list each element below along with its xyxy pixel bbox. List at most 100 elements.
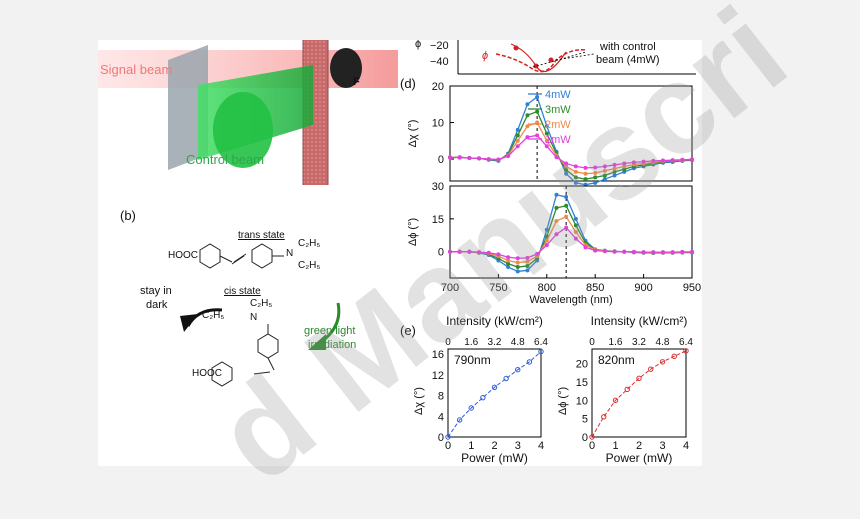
legend-label: 3mW [545, 104, 571, 116]
data-point [515, 269, 520, 274]
data-point [671, 353, 677, 360]
data-point [670, 250, 675, 255]
data-point [515, 133, 520, 138]
signal-beam-label: Signal beam [100, 62, 173, 77]
panel-d-label: (d) [400, 76, 416, 91]
series-line [450, 121, 693, 175]
data-point [535, 109, 540, 114]
top-tick-label: 3.2 [488, 337, 502, 348]
data-point [506, 265, 511, 270]
data-point [480, 394, 486, 401]
data-point [573, 180, 578, 185]
x-tick-label: 900 [634, 282, 652, 294]
data-point [564, 214, 569, 219]
data-point [554, 205, 559, 210]
data-point [690, 249, 694, 254]
data-point [486, 250, 491, 255]
data-point [602, 164, 607, 169]
stay-label-2: dark [146, 299, 168, 311]
phi-curve-label: ϕ [482, 50, 489, 62]
data-point [525, 113, 530, 118]
annotation-line1: with control [600, 41, 656, 53]
top-tick-label: 6.4 [679, 337, 693, 348]
control-beam-front [213, 92, 273, 168]
data-point [683, 348, 689, 354]
data-point [593, 248, 598, 253]
top-tick-label: 4.8 [656, 337, 670, 348]
data-point [506, 258, 511, 263]
series-line [450, 204, 692, 268]
fit-line [447, 351, 542, 438]
data-point [477, 156, 482, 161]
data-point [680, 249, 685, 254]
top-tick-label: 4.8 [511, 337, 525, 348]
y-axis-label: Δϕ (°) [407, 218, 419, 246]
y-axis-label: Δχ (°) [413, 387, 425, 415]
cooh-bottom: HOOC [192, 368, 222, 379]
data-point [622, 164, 627, 169]
data-point [554, 155, 559, 160]
y-tick-label: 12 [432, 370, 444, 382]
data-point [535, 94, 540, 99]
x-tick-label: 4 [683, 440, 689, 452]
data-point [535, 251, 540, 256]
data-point [544, 238, 549, 243]
data-point [564, 164, 569, 169]
data-point [622, 161, 627, 166]
data-point [583, 177, 588, 182]
data-point [651, 158, 656, 163]
data-point [457, 249, 462, 254]
x-tick-label: 3 [659, 440, 665, 452]
data-point [515, 265, 520, 270]
y-tick-label: 0 [438, 247, 444, 259]
y-axis-label: Δϕ (°) [557, 387, 569, 415]
data-point [467, 249, 472, 254]
top-tick-label: 3.2 [632, 337, 646, 348]
data-point [544, 124, 549, 129]
c2h5-d: C₂H₅ [202, 310, 225, 321]
data-point [651, 250, 656, 255]
x-tick-label: 800 [538, 282, 556, 294]
data-point [506, 261, 511, 266]
data-point [544, 144, 549, 149]
green-label-2: irradiation [308, 339, 357, 351]
x-tick-label: 2 [491, 440, 497, 452]
phi-top-ylabel: ϕ [415, 40, 422, 50]
data-point [641, 250, 646, 255]
panel-e-label: (e) [400, 323, 416, 338]
x-tick-label: 1 [612, 440, 618, 452]
data-point [602, 168, 607, 173]
data-point [612, 169, 617, 174]
green-label-1: green light [304, 325, 356, 337]
data-point [535, 133, 540, 138]
azobenzene-structures [180, 243, 341, 387]
c2h5-a: C₂H₅ [298, 238, 321, 249]
cis-state-label: cis state [224, 286, 261, 297]
data-point [631, 160, 636, 165]
data-point [624, 386, 630, 393]
data-point [573, 236, 578, 241]
data-point [554, 232, 559, 237]
f-label: F [353, 76, 360, 88]
data-point [602, 177, 607, 182]
data-point [477, 250, 482, 255]
plot-frame [591, 348, 687, 438]
phi-top-tick: −20 [430, 40, 449, 52]
data-point [680, 157, 685, 162]
y-tick-label: 10 [576, 395, 588, 407]
data-point [544, 227, 549, 232]
x-axis-label: Power (mW) [606, 451, 673, 465]
data-point [525, 263, 530, 268]
data-point [583, 165, 588, 170]
phi-top-tick: −40 [430, 56, 449, 68]
data-point [641, 159, 646, 164]
data-point [448, 155, 452, 160]
data-point [503, 375, 509, 382]
data-point [573, 230, 578, 234]
data-point [659, 359, 666, 365]
data-point [457, 155, 462, 160]
wavelength-annotation: 820nm [598, 353, 635, 367]
data-point [573, 223, 578, 228]
y-tick-label: 16 [432, 349, 444, 361]
data-point [622, 249, 627, 254]
